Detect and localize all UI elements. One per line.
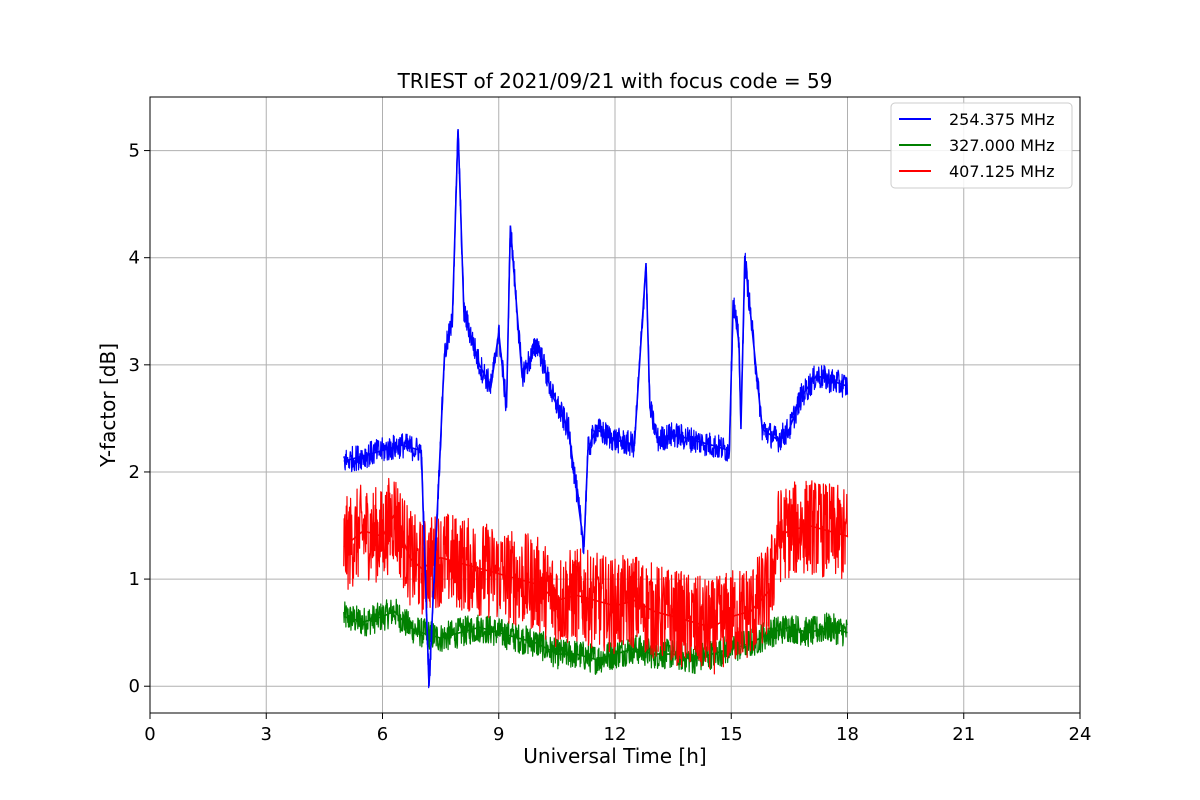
series-line-2 bbox=[343, 477, 849, 675]
series-anchor-line-1 bbox=[343, 610, 848, 661]
legend: 254.375 MHz 327.000 MHz 407.125 MHz bbox=[890, 102, 1073, 189]
legend-box bbox=[890, 102, 1073, 189]
x-tick-label: 0 bbox=[144, 724, 155, 745]
x-tick-label: 21 bbox=[952, 724, 975, 745]
plot-series bbox=[343, 129, 849, 689]
x-tick-label: 15 bbox=[720, 724, 743, 745]
series-anchor-line-0 bbox=[343, 129, 848, 687]
y-tick-label: 4 bbox=[129, 248, 140, 269]
x-axis-label: Universal Time [h] bbox=[523, 744, 706, 768]
series-anchor-line-2 bbox=[343, 512, 848, 629]
y-tick-label: 3 bbox=[129, 355, 140, 376]
y-axis-label: Y-factor [dB] bbox=[96, 343, 120, 468]
x-tick-label: 18 bbox=[836, 724, 859, 745]
y-tick-label: 2 bbox=[129, 462, 140, 483]
x-tick-label: 24 bbox=[1069, 724, 1092, 745]
x-tick-label: 3 bbox=[261, 724, 272, 745]
legend-entry: 254.375 MHz bbox=[949, 110, 1054, 129]
chart-title: TRIEST of 2021/09/21 with focus code = 5… bbox=[397, 69, 833, 93]
y-tick-label: 1 bbox=[129, 569, 140, 590]
x-tick-label: 12 bbox=[604, 724, 627, 745]
x-tick-label: 9 bbox=[493, 724, 504, 745]
y-tick-label: 0 bbox=[129, 676, 140, 697]
legend-entry: 327.000 MHz bbox=[949, 136, 1054, 155]
y-tick-label: 5 bbox=[129, 141, 140, 162]
x-tick-label: 6 bbox=[377, 724, 388, 745]
legend-entry: 407.125 MHz bbox=[949, 162, 1054, 181]
